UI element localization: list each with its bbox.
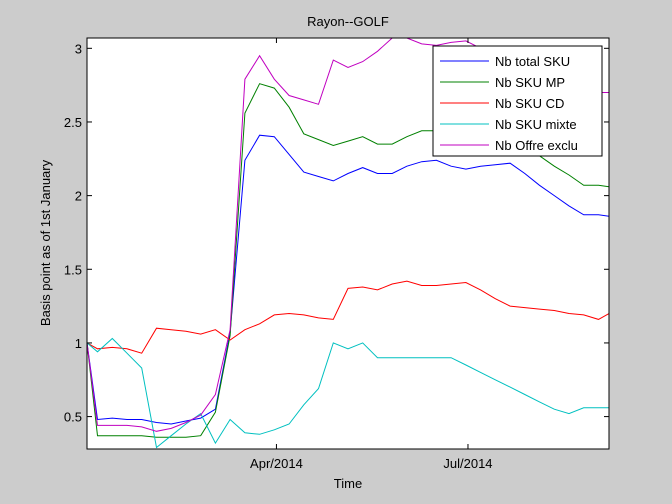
plot-frame — [86, 37, 610, 450]
series-line-3 — [87, 280, 609, 354]
ticks-layer: 0.5 1 1.5 2 2.5 3 Apr/2014 Jul/2014 — [64, 38, 609, 471]
legend-label: Nb SKU CD — [495, 96, 564, 111]
y-tick-label: 0.5 — [64, 410, 82, 425]
y-axis-label: Basis point as of 1st January — [38, 159, 53, 326]
legend-label: Nb SKU MP — [495, 75, 565, 90]
chart-title: Rayon--GOLF — [307, 14, 389, 29]
y-tick-label: 2 — [75, 189, 82, 204]
x-axis-label: Time — [334, 476, 362, 491]
legend-label: Nb total SKU — [495, 54, 570, 69]
y-tick-label: 1.5 — [64, 262, 82, 277]
x-tick-label: Apr/2014 — [250, 456, 303, 471]
series-line-1 — [87, 134, 609, 425]
y-tick-label: 2.5 — [64, 115, 82, 130]
y-tick-label: 3 — [75, 41, 82, 56]
legend-label: Nb SKU mixte — [495, 117, 577, 132]
legend-label: Nb Offre exclu — [495, 138, 578, 153]
legend: Nb total SKU Nb SKU MP Nb SKU CD Nb SKU mix… — [432, 45, 603, 157]
y-tick-label: 1 — [75, 336, 82, 351]
x-tick-label: Jul/2014 — [443, 456, 492, 471]
legend-box — [432, 45, 603, 157]
series-line-4 — [87, 337, 609, 449]
